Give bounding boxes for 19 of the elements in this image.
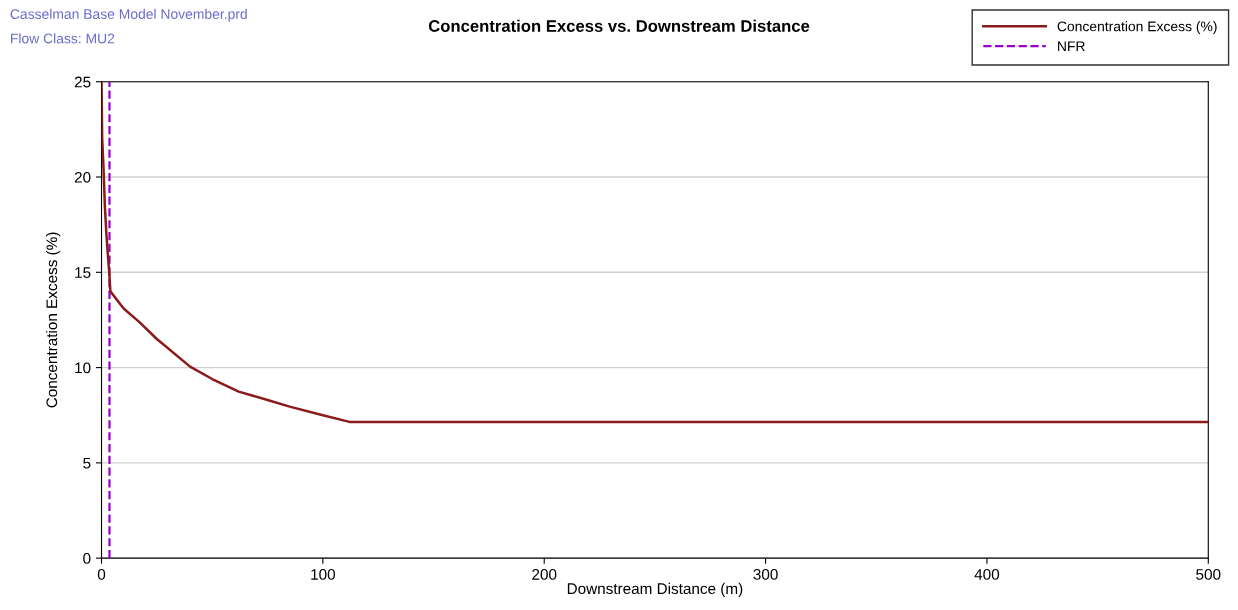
x-tick-label: 0: [97, 568, 106, 580]
y-tick-label: 0: [83, 553, 91, 564]
chart-title: Concentration Excess vs. Downstream Distance: [428, 19, 810, 32]
y-axis-title: Concentration Excess (%): [45, 232, 61, 408]
y-tick-label: 25: [74, 76, 91, 88]
text: Casselman Base Model November.prd: [10, 8, 247, 22]
x-tick-label: 400: [974, 568, 1000, 580]
x-tick-label: 200: [532, 568, 557, 580]
y-tick-label: 15: [75, 267, 91, 278]
x-tick-label: 100: [311, 568, 336, 580]
y-tick-label: 10: [75, 362, 91, 374]
legend-label: Concentration Excess (%): [1057, 21, 1217, 35]
legend-label: NFR: [1058, 41, 1085, 52]
x-axis-title: Downstream Distance (m): [567, 582, 743, 598]
x-tick-label: 300: [753, 568, 778, 580]
y-tick-label: 5: [83, 457, 91, 469]
text: Flow Class: MU2: [11, 33, 115, 44]
y-tick-label: 20: [74, 171, 91, 183]
x-tick-label: 500: [1196, 568, 1221, 580]
